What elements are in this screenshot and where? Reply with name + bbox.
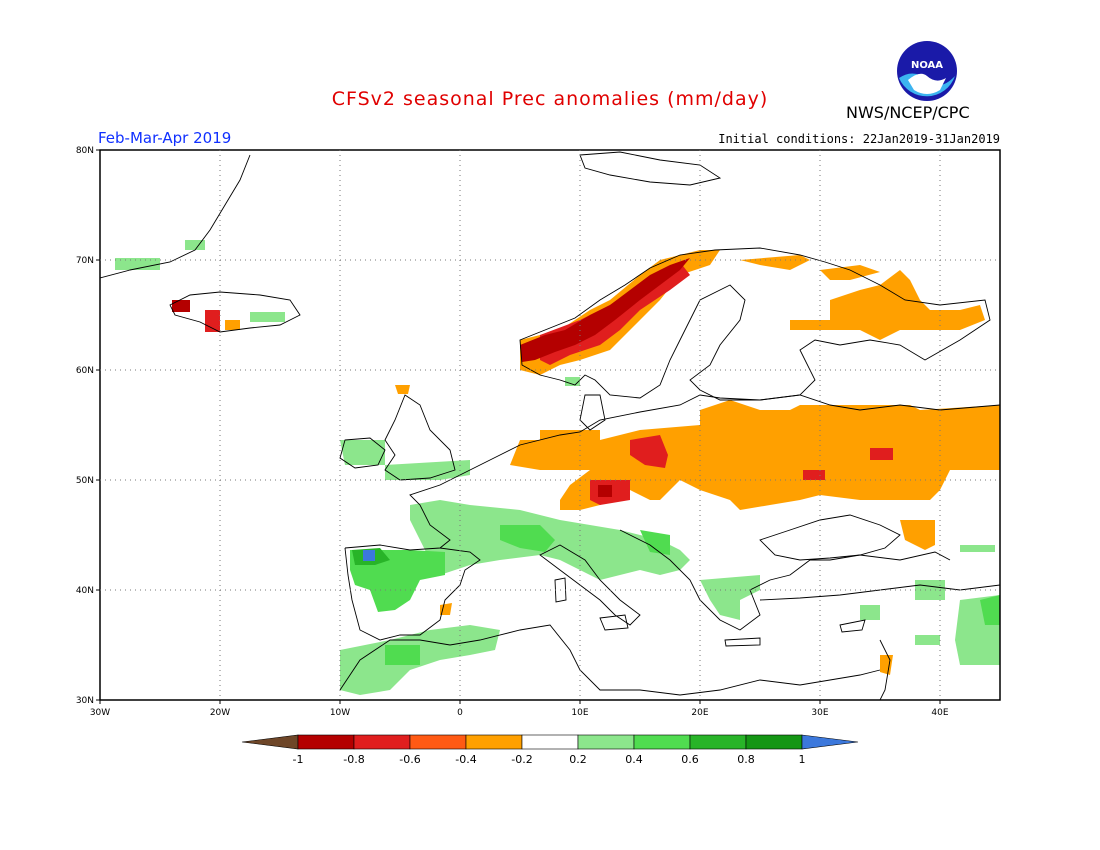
- colorbar-swatch: [745, 734, 803, 750]
- map-title: CFSv2 seasonal Prec anomalies (mm/day): [331, 88, 769, 110]
- levant-outline: [879, 639, 891, 700]
- lat-tick-label: 80N: [76, 146, 94, 156]
- anomaly-shading: [115, 240, 1000, 695]
- lon-tick-label: 0: [457, 708, 463, 718]
- lon-tick-label: 30W: [90, 708, 110, 718]
- lat-tick-label: 60N: [76, 366, 94, 376]
- colorbar-swatch: [465, 734, 523, 750]
- norway-coast-strong-dry: [520, 258, 690, 362]
- lon-tick-label: 20E: [691, 708, 708, 718]
- colorbar-label: 1: [799, 753, 806, 766]
- logo-text: NOAA: [911, 60, 943, 71]
- map-frame: [99, 149, 1001, 701]
- colorbar-label: 0.2: [569, 753, 587, 766]
- central-eastern-europe-dry: [510, 400, 1000, 510]
- colorbar-swatch: [521, 734, 579, 750]
- greenland-outline: [100, 154, 251, 279]
- black-sea-outline: [759, 514, 901, 561]
- lon-tick-label: 10W: [330, 708, 350, 718]
- scandinavia-outline: [519, 247, 991, 401]
- iberia-wet: [350, 550, 445, 612]
- colorbar-swatch: [353, 734, 411, 750]
- colorbar-label: -0.2: [511, 753, 532, 766]
- colorbar-swatch: [297, 734, 355, 750]
- sicily-outline: [599, 614, 629, 631]
- lon-tick-label: 20W: [210, 708, 230, 718]
- lat-tick-label: 30N: [76, 696, 94, 706]
- lon-tick-label: 10E: [571, 708, 588, 718]
- colorbar-high-end: [801, 734, 859, 750]
- gridlines: [100, 150, 1000, 700]
- ireland-outline: [339, 437, 386, 469]
- colorbar-low-end: [241, 734, 299, 750]
- colorbar-label: 0.6: [681, 753, 699, 766]
- northwest-russia-dry: [790, 270, 985, 340]
- lon-tick-label: 40E: [931, 708, 948, 718]
- initial-conditions: Initial conditions: 22Jan2019-31Jan2019: [718, 132, 1000, 146]
- lat-tick-label: 70N: [76, 256, 94, 266]
- crete-outline: [724, 637, 761, 647]
- lat-tick-label: 50N: [76, 476, 94, 486]
- colorbar-swatch: [689, 734, 747, 750]
- continent-outline: [344, 394, 1000, 551]
- noaa-logo: NOAA: [897, 41, 957, 101]
- sardinia-outline: [554, 577, 567, 603]
- colorbar-label: -0.4: [455, 753, 476, 766]
- colorbar-label: -1: [293, 753, 304, 766]
- colorbar: -1 -0.8 -0.6 -0.4 -0.2 0.2 0.4 0.6 0.8 1: [241, 734, 859, 766]
- colorbar-label: 0.4: [625, 753, 643, 766]
- colorbar-label: -0.6: [399, 753, 420, 766]
- colorbar-label: 0.8: [737, 753, 755, 766]
- colorbar-swatch: [633, 734, 691, 750]
- agency-label: NWS/NCEP/CPC: [846, 103, 970, 122]
- cyprus-outline: [839, 619, 866, 633]
- colorbar-swatch: [409, 734, 467, 750]
- colorbar-label: -0.8: [343, 753, 364, 766]
- iceland-outline: [169, 291, 301, 333]
- forecast-period: Feb-Mar-Apr 2019: [98, 129, 232, 147]
- denmark-outline: [579, 394, 606, 431]
- lon-tick-label: 30E: [811, 708, 828, 718]
- axis-ticks: 30W 20W 10W 0 10E 20E 30E 40E 30N 40N 50N 60N 70N 80N: [76, 146, 949, 718]
- britain-outline: [384, 394, 456, 481]
- italy-outline: [539, 544, 641, 626]
- svalbard-outline: [579, 151, 722, 186]
- colorbar-swatch: [577, 734, 635, 750]
- turkey-outline: [759, 584, 1000, 601]
- lat-tick-label: 40N: [76, 586, 94, 596]
- iberia-outline: [344, 547, 481, 641]
